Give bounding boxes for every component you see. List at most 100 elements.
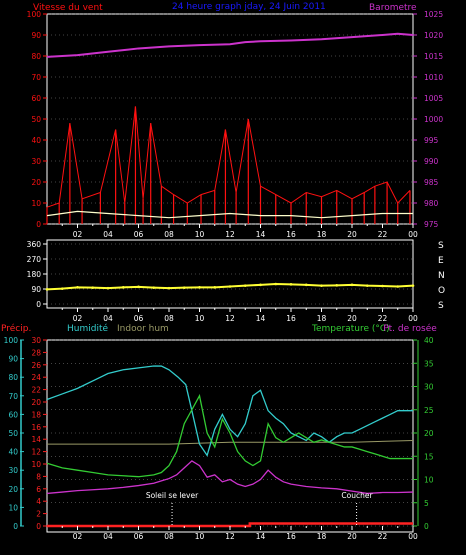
precip-tick-label: 10 <box>31 460 41 469</box>
panel1-right-tick-label: 995 <box>424 136 439 145</box>
humidity-tick-label: 100 <box>4 336 19 345</box>
precip-tick-label: 18 <box>31 410 41 419</box>
wind-direction-point <box>228 285 232 288</box>
humidity-tick-label: 0 <box>13 522 18 531</box>
precip-tick-label: 0 <box>36 522 41 531</box>
panel3-x-tick-label: 16 <box>286 532 296 541</box>
wind-direction-point <box>411 284 415 287</box>
wind-average-line <box>46 210 413 219</box>
precip-tick-label: 12 <box>31 448 41 457</box>
panel1-frame <box>46 13 414 225</box>
wind-direction-point <box>76 286 79 289</box>
precip-tick-label: 30 <box>31 336 41 345</box>
panel1-x-tick-label: 04 <box>103 230 113 239</box>
panel1-left-tick-label: 20 <box>31 178 41 187</box>
temperature-label: Temperature (°C) <box>311 324 390 334</box>
panel3-x-tick-label: 18 <box>317 532 327 541</box>
humidity-tick-label: 30 <box>8 466 18 475</box>
precip-tick-label: 28 <box>31 348 41 357</box>
wind-direction-point <box>45 288 49 291</box>
panel1-left-tick-label: 40 <box>31 136 41 145</box>
panel1-right-tick-label: 980 <box>424 199 439 208</box>
panel1-right-tick-label: 1010 <box>424 73 443 82</box>
panel2-left-tick-label: 180 <box>27 270 42 279</box>
humidity-tick-label: 80 <box>8 373 18 382</box>
panel2-left-tick-label: 360 <box>27 240 42 249</box>
panel1-right-tick-label: 975 <box>424 220 439 229</box>
panel1-x-tick-label: 16 <box>286 230 296 239</box>
temperature-tick-label: 30 <box>424 383 434 392</box>
panel2-x-tick-label: 14 <box>256 314 266 323</box>
panel2-x-tick-label: 18 <box>317 314 327 323</box>
temperature-tick-label: 25 <box>424 406 434 415</box>
dewpoint-label: Pt. de rosée <box>383 323 437 334</box>
panel1-left-tick-label: 50 <box>31 115 41 124</box>
panel3-x-tick-label: 10 <box>195 532 205 541</box>
wind-direction-point <box>320 284 323 287</box>
precip-tick-label: 24 <box>31 373 41 382</box>
humidity-tick-label: 40 <box>8 448 18 457</box>
wind-direction-point <box>304 283 308 287</box>
panel1-left-tick-label: 60 <box>31 94 41 103</box>
panel3-x-tick-label: 08 <box>164 532 174 541</box>
precip-tick-label: 20 <box>31 398 41 407</box>
wind-direction-point <box>381 284 384 288</box>
panel1-right-tick-label: 985 <box>424 178 439 187</box>
precip-tick-label: 6 <box>36 485 41 494</box>
panel3-frame <box>46 339 414 533</box>
wind-direction-point <box>198 286 201 289</box>
panel3-x-tick-label: 14 <box>256 532 266 541</box>
panel2-x-tick-label: 22 <box>378 314 388 323</box>
panel1-left-tick-label: 90 <box>31 31 41 40</box>
humidity-tick-label: 60 <box>8 410 18 419</box>
panel3-x-tick-label: 22 <box>378 532 388 541</box>
panel3-x-tick-label: 04 <box>103 532 113 541</box>
temperature-tick-label: 5 <box>424 499 429 508</box>
direction-letter-s-bottom: S <box>438 301 444 311</box>
panel2-x-tick-label: 12 <box>225 314 235 323</box>
panel2-left-tick-label: 0 <box>36 300 41 309</box>
direction-letter-s-top: S <box>438 241 444 251</box>
panel1-x-tick-label: 22 <box>378 230 388 239</box>
panel3-x-tick-label: 00 <box>408 532 418 541</box>
panel1-left-tick-label: 70 <box>31 73 41 82</box>
wind-direction-point <box>289 283 293 286</box>
humidity-tick-label: 10 <box>8 503 18 512</box>
panel1-right-tick-label: 1015 <box>424 52 443 61</box>
direction-letter-o: O <box>438 286 445 296</box>
precip-tick-label: 14 <box>31 435 41 444</box>
temperature-tick-label: 0 <box>424 522 429 531</box>
wind-direction-point <box>106 286 110 290</box>
temperature-tick-label: 20 <box>424 429 434 438</box>
panel1-x-tick-label: 12 <box>225 230 235 239</box>
panel1-left-tick-label: 80 <box>31 52 41 61</box>
indoor-humidity-line <box>47 439 414 445</box>
panel2-frame <box>46 239 414 309</box>
wind-direction-point <box>335 284 339 287</box>
humidity-line <box>46 365 413 457</box>
panel3-x-tick-label: 12 <box>225 532 235 541</box>
temperature-tick-label: 15 <box>424 452 434 461</box>
panel1-right-tick-label: 1020 <box>424 31 443 40</box>
precip-label: Précip. <box>1 323 31 334</box>
panel2-x-tick-label: 02 <box>73 314 83 323</box>
panel2-x-tick-label: 10 <box>195 314 205 323</box>
humidity-tick-label: 90 <box>8 355 18 364</box>
temperature-tick-label: 10 <box>424 476 434 485</box>
indoor-hum-label: Indoor hum <box>117 324 169 334</box>
humidity-tick-label: 50 <box>8 429 18 438</box>
panel2-x-tick-label: 16 <box>286 314 296 323</box>
precipitation-line <box>47 522 413 528</box>
temperature-line <box>46 393 413 478</box>
header-left-label: Vitesse du vent <box>33 3 103 13</box>
header-right-label: Barometre <box>369 3 417 13</box>
wind-speed-line <box>46 106 411 208</box>
precip-tick-label: 8 <box>36 472 41 481</box>
wind-direction-point <box>60 287 64 290</box>
wind-direction-point <box>182 286 186 289</box>
precip-tick-label: 2 <box>36 510 41 519</box>
temperature-tick-label: 35 <box>424 359 434 368</box>
panel1-x-tick-label: 14 <box>256 230 266 239</box>
panel1-right-tick-label: 1025 <box>424 10 443 19</box>
